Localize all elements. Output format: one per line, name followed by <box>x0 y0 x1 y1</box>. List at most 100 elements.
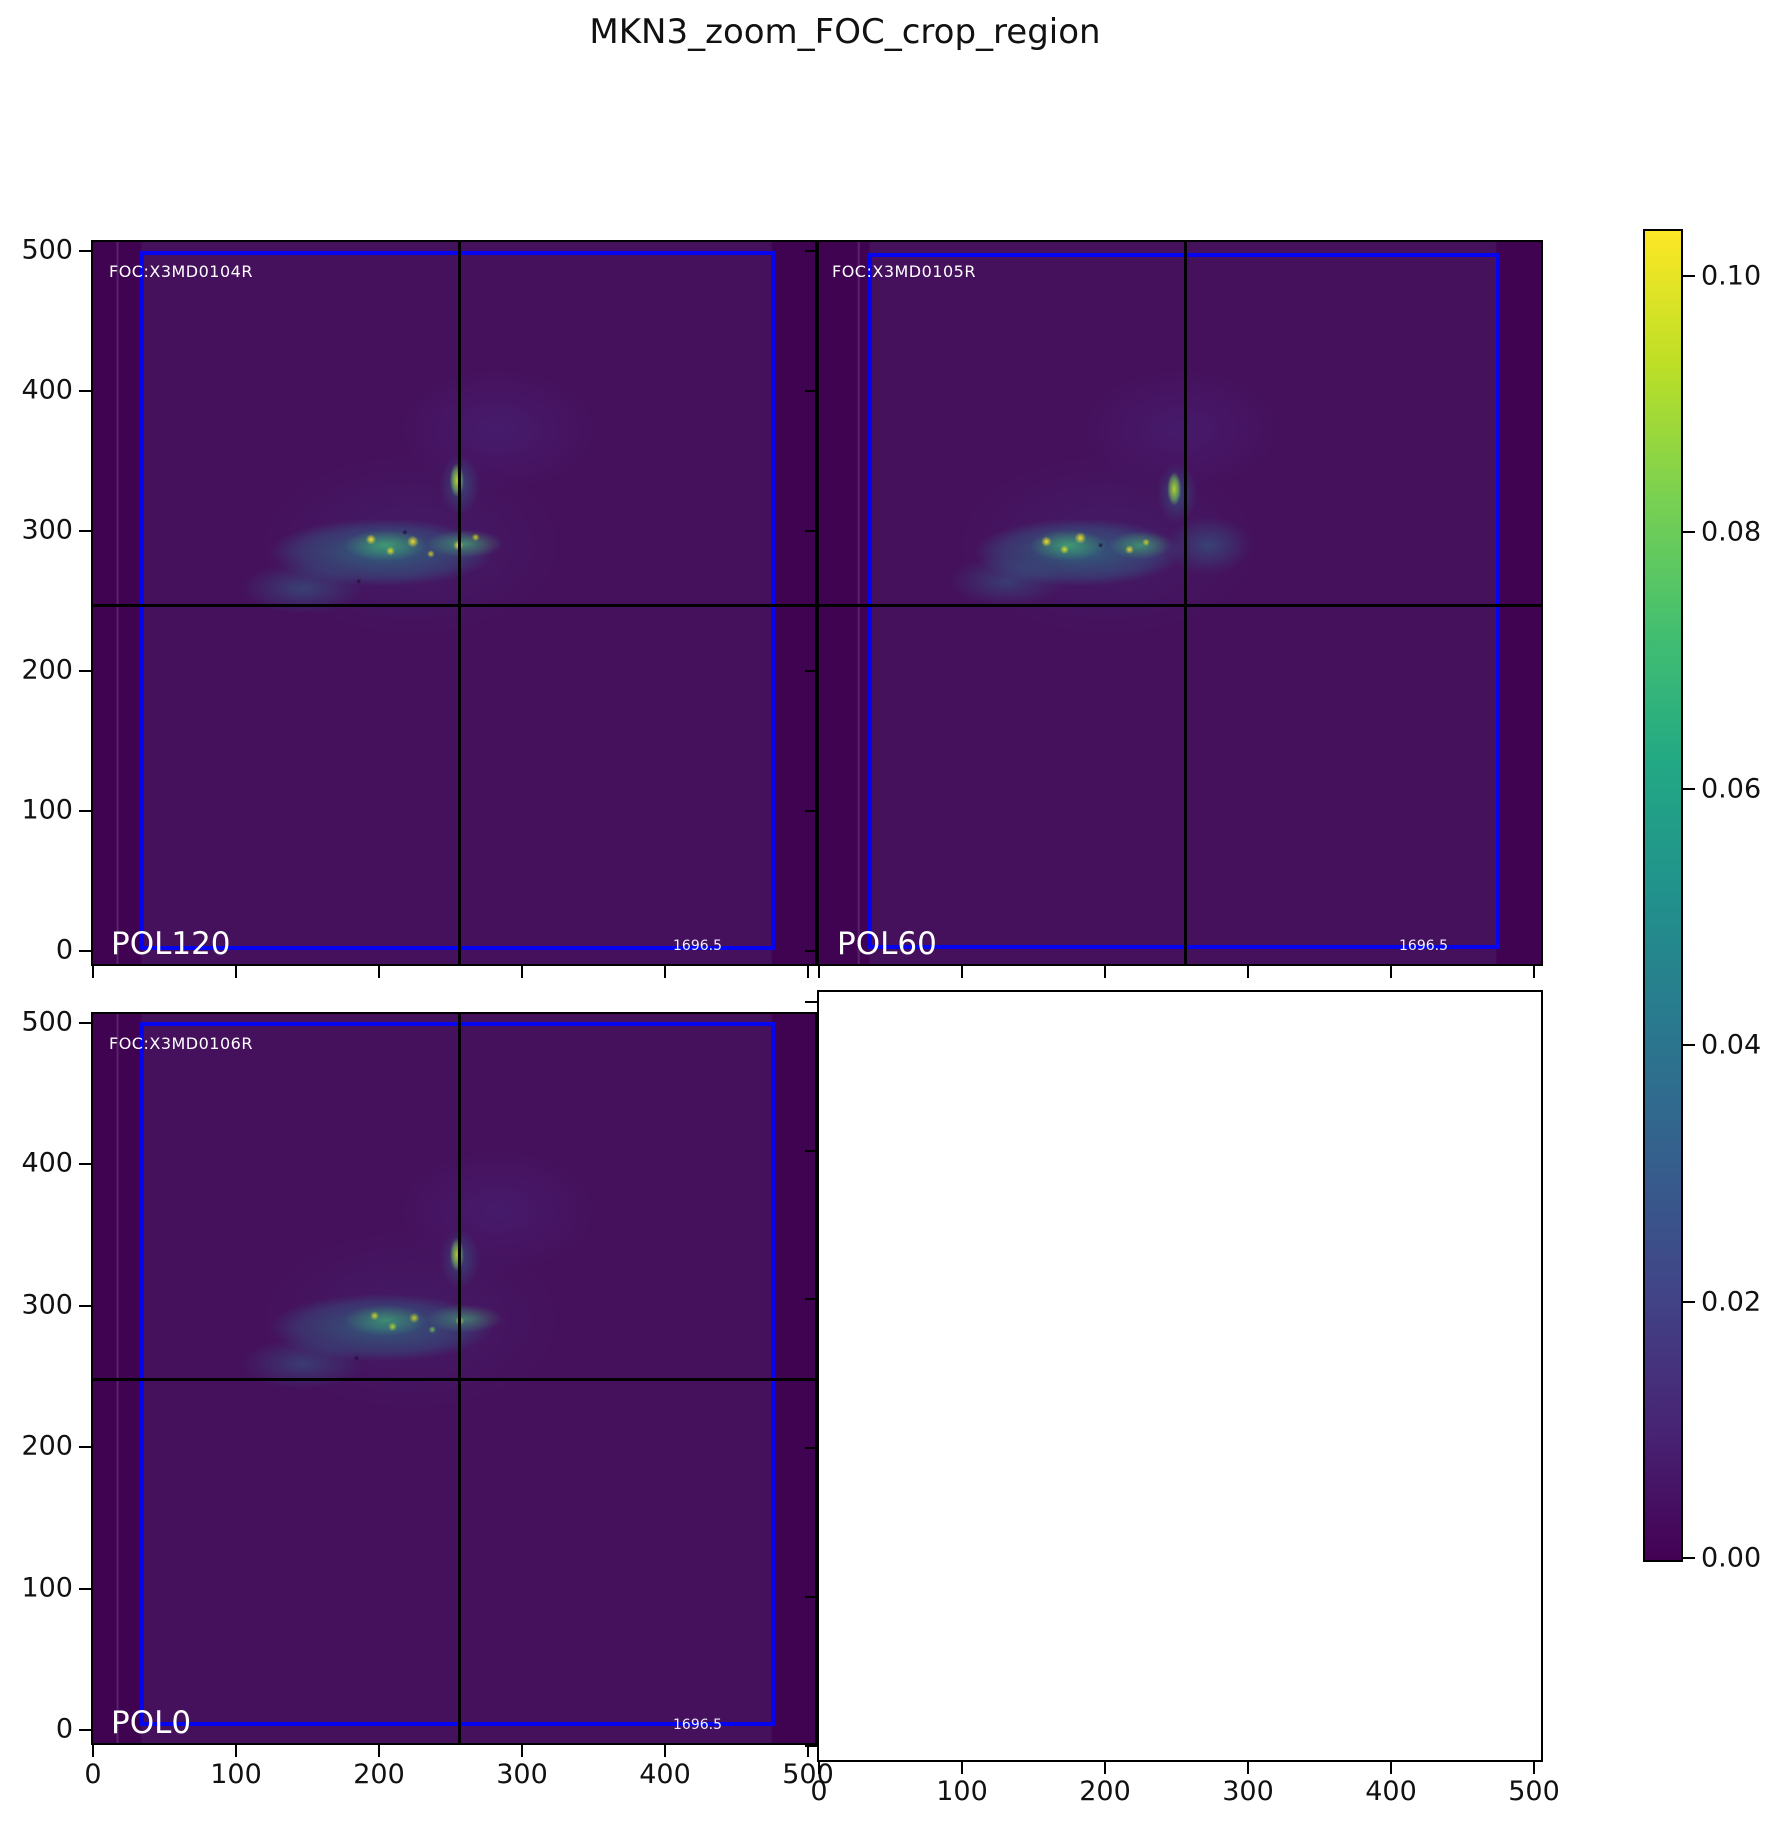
crop-region-box-pol0 <box>140 1022 775 1726</box>
colorbar-tick-label: 0.06 <box>1701 773 1762 804</box>
y-axis-tick-label: 100 <box>21 1571 73 1603</box>
y-axis-tick <box>805 1447 817 1450</box>
crosshair-vertical-pol60 <box>1184 242 1187 964</box>
x-axis-tick-label: 100 <box>210 1759 262 1790</box>
y-axis-tick <box>805 1149 817 1152</box>
colorbar-tick <box>1683 274 1695 277</box>
x-axis-tick-label: 400 <box>1365 1776 1417 1807</box>
y-axis-tick-label: 0 <box>55 934 73 966</box>
x-axis-tick <box>235 1745 237 1757</box>
y-axis-tick <box>805 1745 817 1748</box>
x-axis-tick <box>1104 966 1106 978</box>
y-axis-tick <box>79 670 91 672</box>
y-axis-tick-label: 500 <box>21 1006 73 1038</box>
y-axis-tick <box>79 950 91 952</box>
x-axis-tick-label: 200 <box>353 1759 405 1790</box>
x-axis-tick <box>1247 1762 1249 1774</box>
foc-id-label: FOC:X3MD0106R <box>109 1034 253 1053</box>
y-axis-tick <box>805 1000 817 1003</box>
crosshair-horizontal-pol60 <box>819 604 1541 607</box>
y-axis-tick <box>79 1587 91 1590</box>
x-axis-tick <box>1390 1762 1392 1774</box>
colorbar-tick-label: 0.08 <box>1701 516 1762 548</box>
x-axis-tick <box>818 966 820 978</box>
panel-empty <box>817 990 1543 1762</box>
heatmap-image-pol60 <box>819 242 1541 964</box>
corner-value-label: 1696.5 <box>673 1717 722 1733</box>
x-axis-tick <box>92 966 94 978</box>
pol-label: POL0 <box>111 1705 192 1741</box>
y-axis-tick <box>805 390 817 392</box>
y-axis-tick-label: 400 <box>21 1147 73 1179</box>
y-axis-tick <box>79 1022 91 1025</box>
y-axis-tick <box>805 810 817 812</box>
x-axis-tick <box>235 966 237 978</box>
crop-region-box-pol120 <box>140 251 775 950</box>
corner-value-label: 1696.5 <box>673 938 722 954</box>
crosshair-horizontal-pol0 <box>93 1378 815 1381</box>
pol-label: POL120 <box>111 926 231 962</box>
x-axis-tick <box>664 1745 666 1757</box>
x-axis-tick <box>92 1745 94 1757</box>
x-axis-tick-label: 300 <box>1222 1776 1274 1807</box>
panel-pol120: FOC:X3MD0104R POL120 1696.5 <box>91 240 817 966</box>
y-axis-tick <box>79 250 91 252</box>
y-axis-tick <box>805 670 817 672</box>
x-axis-tick-label: 0 <box>810 1776 828 1807</box>
colorbar-tick <box>1683 1300 1695 1303</box>
x-axis-tick-label: 0 <box>84 1759 102 1790</box>
figure-title: MKN3_zoom_FOC_crop_region <box>589 12 1101 52</box>
foc-id-label: FOC:X3MD0105R <box>832 262 976 281</box>
colorbar-tick <box>1683 787 1695 790</box>
pol-label: POL60 <box>837 926 937 962</box>
y-axis-tick-label: 200 <box>21 1430 73 1462</box>
x-axis-tick <box>378 1745 380 1757</box>
y-axis-tick <box>79 530 91 532</box>
x-axis-tick <box>961 966 963 978</box>
heatmap-image-pol120 <box>93 242 815 964</box>
crosshair-vertical-pol120 <box>458 242 461 964</box>
colorbar-tick-label: 0.10 <box>1701 260 1762 291</box>
x-axis-tick <box>807 966 809 978</box>
y-axis-tick <box>79 1728 91 1731</box>
y-axis-tick-label: 400 <box>21 374 73 406</box>
y-axis-tick <box>79 390 91 392</box>
y-axis-tick <box>805 530 817 532</box>
y-axis-tick-label: 0 <box>55 1713 73 1745</box>
colorbar-tick-label: 0.04 <box>1701 1029 1762 1061</box>
colorbar-tick <box>1683 1044 1695 1046</box>
colorbar <box>1643 229 1683 1562</box>
x-axis-tick-label: 100 <box>936 1776 988 1807</box>
x-axis-tick <box>378 966 380 978</box>
x-axis-tick <box>521 1745 523 1757</box>
y-axis-tick-label: 100 <box>21 794 73 826</box>
x-axis-tick <box>807 1745 809 1757</box>
y-axis-tick <box>79 810 91 812</box>
x-axis-tick <box>961 1762 963 1774</box>
y-axis-tick <box>805 1298 817 1301</box>
y-axis-tick-label: 500 <box>21 234 73 266</box>
x-axis-tick-label: 300 <box>496 1759 548 1790</box>
y-axis-tick-label: 300 <box>21 514 73 546</box>
x-axis-tick <box>664 966 666 978</box>
x-axis-tick <box>1533 1762 1535 1774</box>
panel-pol60: FOC:X3MD0105R POL60 1696.5 <box>817 240 1543 966</box>
y-axis-tick <box>79 1163 91 1166</box>
x-axis-tick <box>1104 1762 1106 1774</box>
colorbar-tick <box>1683 531 1695 533</box>
x-axis-tick <box>521 966 523 978</box>
x-axis-tick-label: 500 <box>782 1759 834 1790</box>
colorbar-tick-label: 0.02 <box>1701 1286 1762 1317</box>
x-axis-tick <box>1390 966 1392 978</box>
crosshair-horizontal-pol120 <box>93 604 815 607</box>
x-axis-tick <box>1247 966 1249 978</box>
x-axis-tick <box>1533 966 1535 978</box>
colorbar-tick-label: 0.00 <box>1701 1542 1762 1574</box>
y-axis-tick <box>805 250 817 252</box>
panel-pol0: FOC:X3MD0106R POL0 1696.5 <box>91 1012 817 1745</box>
x-axis-tick-label: 200 <box>1079 1776 1131 1807</box>
y-axis-tick <box>805 950 817 952</box>
y-axis-tick <box>79 1446 91 1449</box>
x-axis-tick-label: 500 <box>1508 1776 1560 1807</box>
